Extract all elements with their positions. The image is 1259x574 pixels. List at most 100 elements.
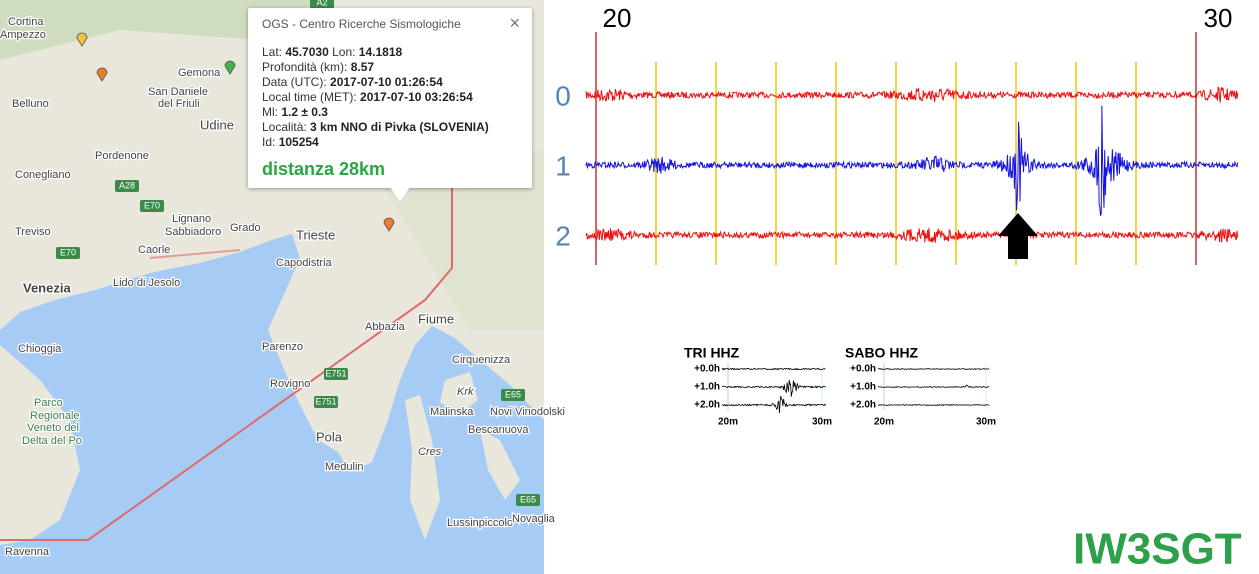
map-label: Chioggia: [18, 343, 62, 355]
island: [405, 395, 440, 540]
popup-row: Località: 3 km NNO di Pivka (SLOVENIA): [262, 120, 518, 135]
sea: [0, 234, 544, 574]
popup-row: Lat: 45.7030 Lon: 14.1818: [262, 45, 518, 60]
road-shield: [140, 200, 164, 212]
map-label: Capodistria: [276, 257, 333, 269]
field-label: Data (UTC):: [262, 75, 327, 89]
field-label: Località:: [262, 120, 307, 134]
map-label: Ravenna: [5, 546, 50, 558]
distance: distanza 28km: [262, 159, 386, 179]
map-label: Veneto del: [27, 422, 79, 434]
road-label: E65: [520, 494, 536, 504]
hills: [380, 150, 544, 330]
field-label: Id:: [262, 135, 276, 149]
map-label: Ampezzo: [0, 29, 46, 41]
minute-label: 30: [1204, 3, 1233, 33]
map-label: Rovigno: [270, 378, 310, 390]
road-shield: [115, 180, 139, 192]
map-label: Cortina: [8, 16, 44, 28]
map-label: Grado: [230, 222, 261, 234]
map-label: Trieste: [296, 227, 335, 242]
field-label: Lat:: [262, 45, 283, 59]
map-label: Udine: [200, 117, 234, 132]
field-value: 3 km NNO di Pivka (SLOVENIA): [310, 120, 489, 134]
field-value: 14.1818: [358, 45, 403, 59]
road-label: E70: [144, 200, 160, 210]
road-shield: [324, 368, 348, 380]
map-label: Lido di Jesolo: [113, 277, 180, 289]
channel-label: 0: [555, 80, 571, 111]
heli-row-label: +0.0h: [850, 364, 876, 375]
road-label: E751: [315, 396, 336, 406]
map-label: Fiume: [418, 311, 454, 326]
popup-title: OGS - Centro Ricerche Sismologiche: [262, 17, 461, 31]
popup-row: Data (UTC): 2017-07-10 01:26:54: [262, 75, 518, 90]
waveform: [721, 395, 826, 414]
heli-row-label: +2.0h: [850, 400, 876, 411]
waveform: [877, 384, 990, 388]
map-label: Malinska: [430, 406, 474, 418]
island: [440, 372, 478, 415]
channel-label: 1: [555, 150, 571, 181]
field-value: 45.7030: [285, 45, 329, 59]
field-value: 1.2 ± 0.3: [281, 105, 328, 119]
road-label: E751: [325, 368, 346, 378]
channel-label: 2: [555, 220, 571, 251]
map-label: Krk: [457, 386, 474, 398]
field-label: Profondità (km):: [262, 60, 348, 74]
heli-axis-label: 20m: [718, 417, 738, 428]
close-button[interactable]: ×: [509, 13, 520, 33]
event-arrow: [998, 213, 1038, 259]
map-label: Conegliano: [15, 169, 71, 181]
info-popup: OGS - Centro Ricerche Sismologiche × Lat…: [248, 8, 532, 188]
popup-row: Profondità (km): 8.57: [262, 60, 518, 75]
map-label: Treviso: [15, 226, 51, 238]
field-label: Ml:: [262, 105, 278, 119]
field-value: 2017-07-10 03:26:54: [360, 90, 473, 104]
map-label: Pola: [316, 429, 343, 444]
road-label: E70: [60, 247, 76, 257]
waveform: [878, 404, 990, 406]
waveform: [585, 105, 1239, 216]
heli-title: TRI HHZ: [684, 345, 740, 361]
map-label: Lignano: [172, 213, 211, 225]
field-value: 8.57: [350, 60, 375, 74]
field-value: 2017-07-10 01:26:54: [330, 75, 443, 89]
road-shield: [516, 494, 540, 506]
heli-row-label: +0.0h: [694, 364, 720, 375]
map-label: Parco: [34, 397, 63, 409]
heli-title: SABO HHZ: [845, 345, 919, 361]
minute-label: 20: [603, 3, 632, 33]
map-label: del Friuli: [158, 98, 200, 110]
map-marker: [224, 60, 236, 75]
heli-axis-label: 20m: [874, 417, 894, 428]
popup-row: Local time (MET): 2017-07-10 03:26:54: [262, 90, 518, 105]
map-label: San Daniele: [148, 86, 208, 98]
map-label: Regionale: [30, 410, 80, 422]
popup-row: Id: 105254: [262, 135, 518, 150]
heli-axis-label: 30m: [976, 417, 996, 428]
map-label: Bescanuova: [468, 424, 529, 436]
popup-row: Ml: 1.2 ± 0.3: [262, 105, 518, 120]
map-label: Lussinpiccolo: [447, 517, 513, 529]
road-shield: [310, 0, 334, 9]
map-label: Novi Vinodolski: [490, 406, 565, 418]
map-label: Venezia: [23, 280, 71, 295]
popup-tail: [390, 187, 410, 201]
map-label: Medulin: [325, 461, 364, 473]
map-label: Delta del Po: [22, 435, 82, 447]
map-label: Novaglia: [512, 513, 556, 525]
map-marker: [383, 217, 395, 232]
popup-rows: Lat: 45.7030 Lon: 14.1818 Profondità (km…: [262, 45, 518, 150]
map-label: Cres: [418, 446, 442, 458]
map-label: Gemona: [178, 67, 221, 79]
field-label: Local time (MET):: [262, 90, 357, 104]
heli-row-label: +1.0h: [694, 382, 720, 393]
road-shield: [56, 247, 80, 259]
waveform: [721, 379, 826, 397]
map-label: Parenzo: [262, 341, 303, 353]
waveform: [721, 367, 826, 371]
road-label: E65: [505, 389, 521, 399]
map-label: Cirquenizza: [452, 354, 511, 366]
